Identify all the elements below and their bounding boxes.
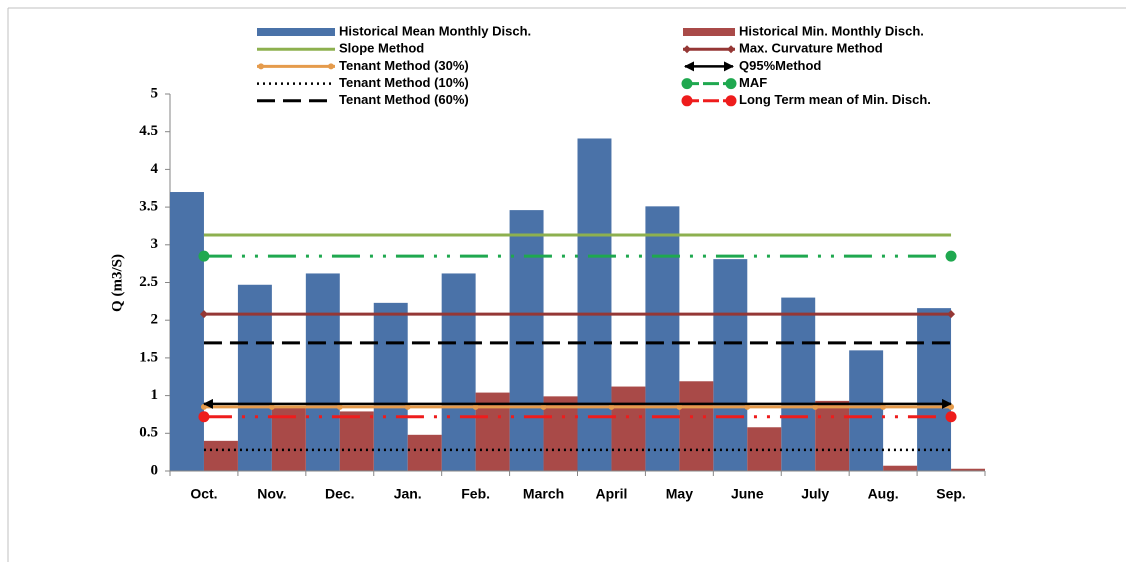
reference-marker [945, 411, 957, 423]
y-tick-label: 0.5 [139, 425, 158, 441]
y-tick-label: 2 [151, 312, 159, 328]
x-tick-label: April [596, 486, 628, 502]
reference-marker [199, 310, 208, 319]
bar [611, 386, 646, 471]
legend-swatch [328, 63, 334, 70]
bar [577, 138, 612, 471]
x-tick-label: Oct. [190, 486, 217, 502]
x-tick-label: July [801, 486, 829, 502]
x-tick-label: Feb. [461, 486, 490, 502]
bar [203, 440, 238, 471]
reference-marker [198, 411, 210, 423]
x-tick-label: March [523, 486, 564, 502]
bar [170, 192, 204, 471]
bar [373, 302, 408, 471]
legend-swatch [681, 95, 693, 107]
legend-swatch [727, 45, 735, 54]
legend-swatch [257, 28, 335, 36]
legend-label: Max. Curvature Method [739, 41, 883, 56]
bar [441, 273, 476, 471]
y-axis-title: Q (m3/S) [109, 254, 125, 312]
bar [237, 284, 272, 471]
bar [271, 407, 306, 471]
bar [713, 259, 748, 471]
bar [849, 350, 884, 471]
legend-label: Historical Mean Monthly Disch. [339, 23, 531, 38]
legend-swatch [681, 78, 693, 90]
y-tick-label: 1.5 [139, 349, 158, 365]
legend-label: Historical Min. Monthly Disch. [739, 23, 924, 38]
x-tick-label: Dec. [325, 486, 355, 502]
y-tick-label: 1 [151, 387, 159, 403]
bar [951, 468, 985, 471]
legend-label: Tenant Method (10%) [339, 75, 469, 90]
legend-label: Tenant Method (60%) [339, 92, 469, 107]
bar [781, 297, 816, 471]
y-tick-label: 3 [151, 236, 159, 252]
x-tick-label: June [731, 486, 764, 502]
x-tick-label: Sep. [936, 486, 966, 502]
bar [407, 434, 442, 471]
x-tick-label: Aug. [868, 486, 899, 502]
bar [339, 411, 374, 471]
reference-marker [945, 250, 957, 262]
y-tick-label: 4.5 [139, 123, 158, 139]
bar [305, 273, 340, 471]
legend-swatch [683, 28, 735, 36]
y-tick-label: 3.5 [139, 199, 158, 215]
reference-marker [198, 250, 210, 262]
bar [747, 427, 782, 471]
y-tick-label: 2.5 [139, 274, 158, 290]
y-tick-label: 4 [151, 161, 159, 177]
legend-label: Q95%Method [739, 58, 821, 73]
legend-label: MAF [739, 75, 767, 90]
bar [815, 400, 850, 471]
bar [645, 206, 680, 471]
legend-swatch [725, 78, 737, 90]
legend-swatch [683, 45, 691, 54]
x-tick-label: Jan. [394, 486, 422, 502]
bar [917, 308, 952, 471]
x-tick-label: May [666, 486, 693, 502]
y-tick-label: 0 [151, 462, 159, 478]
bar [679, 381, 714, 471]
legend-swatch [725, 95, 737, 107]
x-tick-label: Nov. [257, 486, 286, 502]
legend-label: Tenant Method (30%) [339, 58, 469, 73]
legend-label: Long Term mean of Min. Disch. [739, 92, 931, 107]
bar [509, 210, 544, 471]
legend-label: Slope Method [339, 41, 424, 56]
bar [883, 465, 918, 471]
y-tick-label: 5 [151, 85, 159, 101]
reference-marker [947, 310, 956, 319]
legend-swatch [258, 63, 264, 70]
